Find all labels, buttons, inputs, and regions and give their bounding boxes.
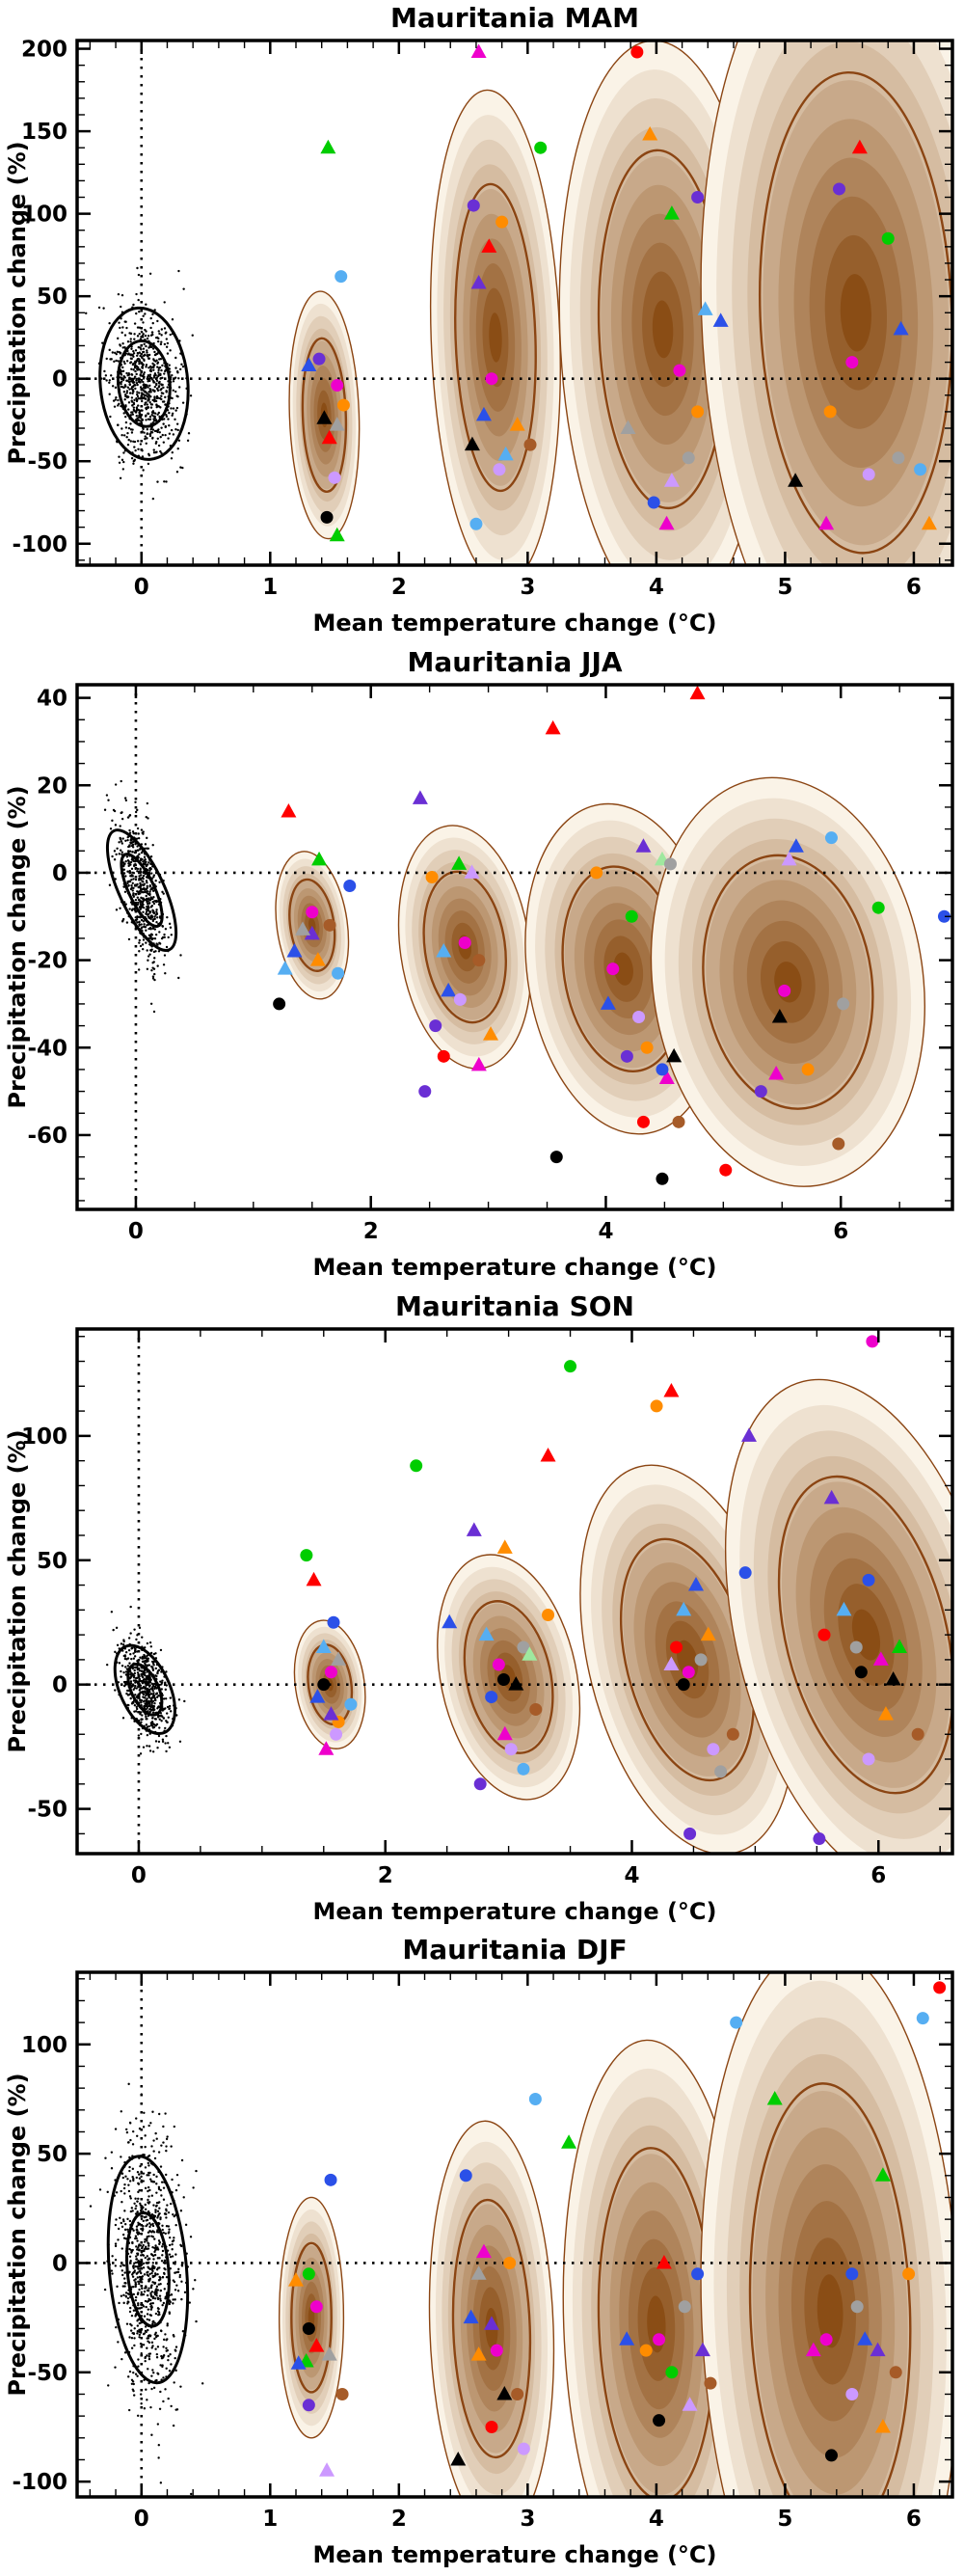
control-scatter — [89, 2082, 204, 2496]
svg-text:6: 6 — [906, 575, 922, 600]
panel-mauritania-son: Mauritania SON Precipitation change (%) … — [0, 1288, 964, 1933]
chart-title: Mauritania SON — [395, 1289, 634, 1322]
model-markers — [300, 1334, 924, 1845]
density-ellipse-group — [275, 850, 350, 1000]
svg-text:2: 2 — [391, 2507, 407, 2532]
svg-text:150: 150 — [21, 120, 67, 145]
plot-area — [77, 1328, 952, 1854]
svg-text:0: 0 — [134, 575, 149, 600]
x-axis-label: Mean temperature change (°C) — [312, 610, 717, 637]
svg-text:1: 1 — [262, 2507, 278, 2532]
svg-text:4: 4 — [624, 1863, 639, 1888]
svg-text:2: 2 — [363, 1219, 379, 1244]
control-scatter — [103, 779, 182, 1013]
svg-text:0: 0 — [134, 2507, 149, 2532]
svg-text:50: 50 — [37, 2142, 67, 2167]
chart-canvas-jja: 0 2 4 6 -60 -40 -20 0 20 40 — [27, 683, 954, 1244]
plot-frame — [75, 39, 954, 567]
major-ticks — [77, 1972, 952, 2498]
x-axis-label: Mean temperature change (°C) — [312, 1253, 717, 1281]
svg-text:6: 6 — [833, 1219, 848, 1244]
density-ellipse-group — [429, 89, 561, 565]
plot-area — [77, 41, 952, 565]
plot-area — [77, 1972, 952, 2498]
model-markers — [301, 43, 937, 542]
chart-canvas-djf: 0 1 2 3 4 5 6 -100 -50 0 50 100 — [12, 1970, 954, 2532]
svg-text:-40: -40 — [27, 1036, 67, 1061]
chart-title: Mauritania MAM — [390, 2, 639, 34]
svg-text:0: 0 — [128, 1219, 144, 1244]
minor-ticks — [76, 684, 952, 1209]
density-ellipse-group — [724, 1378, 952, 1854]
x-axis-label: Mean temperature change (°C) — [312, 1897, 717, 1925]
model-markers — [273, 685, 951, 1185]
panel-mauritania-jja: Mauritania JJA Precipitation change (%) … — [0, 644, 964, 1288]
chart-title: Mauritania DJF — [402, 1934, 628, 1966]
svg-text:200: 200 — [21, 38, 67, 63]
chart-canvas-mam: 0 1 2 3 4 5 6 -100 -50 0 50 100 150 200 — [12, 38, 954, 600]
svg-text:-50: -50 — [27, 449, 67, 475]
density-ellipse-group — [562, 2039, 751, 2498]
svg-text:3: 3 — [520, 575, 535, 600]
svg-text:-50: -50 — [27, 1797, 67, 1822]
x-axis-label: Mean temperature change (°C) — [312, 2541, 717, 2569]
svg-text:0: 0 — [52, 2252, 67, 2277]
model-markers — [288, 1981, 947, 2478]
panel-mauritania-djf: Mauritania DJF Precipitation change (%) … — [0, 1932, 964, 2576]
chart-title: Mauritania JJA — [407, 645, 623, 678]
svg-text:2: 2 — [391, 575, 407, 600]
svg-text:-100: -100 — [12, 532, 67, 557]
density-ellipse-group — [700, 1972, 952, 2498]
svg-text:20: 20 — [37, 773, 67, 799]
panel-mauritania-mam: Mauritania MAM Precipitation change (%) … — [0, 0, 964, 644]
svg-text:-50: -50 — [27, 2361, 67, 2386]
svg-text:5: 5 — [777, 575, 792, 600]
plot-frame — [75, 1970, 954, 2499]
svg-text:-20: -20 — [27, 948, 67, 973]
svg-text:3: 3 — [520, 2507, 535, 2532]
svg-text:6: 6 — [906, 2507, 922, 2532]
svg-text:0: 0 — [52, 367, 67, 393]
svg-text:0: 0 — [131, 1863, 147, 1888]
svg-text:4: 4 — [649, 575, 664, 600]
major-ticks — [77, 41, 952, 565]
control-scatter — [105, 1605, 186, 1755]
svg-text:1: 1 — [262, 575, 278, 600]
svg-text:5: 5 — [777, 2507, 792, 2532]
major-ticks — [77, 684, 952, 1209]
svg-text:40: 40 — [37, 686, 67, 711]
tick-labels: 0 2 4 6 -50 0 50 100 — [21, 1424, 886, 1887]
svg-text:4: 4 — [649, 2507, 664, 2532]
svg-text:-60: -60 — [27, 1124, 67, 1149]
chart-canvas-son: 0 2 4 6 -50 0 50 100 — [21, 1326, 954, 1888]
svg-text:2: 2 — [378, 1863, 393, 1888]
svg-text:6: 6 — [870, 1863, 886, 1888]
tick-labels: 0 1 2 3 4 5 6 -100 -50 0 50 100 150 200 — [12, 38, 922, 600]
svg-text:-100: -100 — [12, 2470, 67, 2495]
svg-text:100: 100 — [21, 1424, 67, 1449]
svg-text:4: 4 — [598, 1219, 613, 1244]
minor-ticks — [77, 1972, 952, 2498]
svg-text:0: 0 — [52, 1672, 67, 1697]
minor-ticks — [77, 41, 952, 565]
major-ticks — [77, 1328, 952, 1854]
tick-labels: 0 1 2 3 4 5 6 -100 -50 0 50 100 — [12, 2033, 922, 2532]
svg-text:50: 50 — [37, 1548, 67, 1573]
plot-frame — [75, 683, 954, 1211]
density-ellipse-group — [700, 41, 952, 565]
density-ellipse-group — [650, 776, 925, 1187]
svg-text:50: 50 — [37, 285, 67, 310]
density-ellipse-group — [278, 2197, 345, 2439]
minor-ticks — [76, 1328, 952, 1854]
plot-area — [77, 684, 952, 1209]
svg-text:100: 100 — [21, 203, 67, 228]
tick-labels: 0 2 4 6 -60 -40 -20 0 20 40 — [27, 686, 848, 1243]
svg-text:0: 0 — [52, 861, 67, 886]
svg-text:100: 100 — [21, 2033, 67, 2058]
plot-frame — [75, 1326, 954, 1856]
